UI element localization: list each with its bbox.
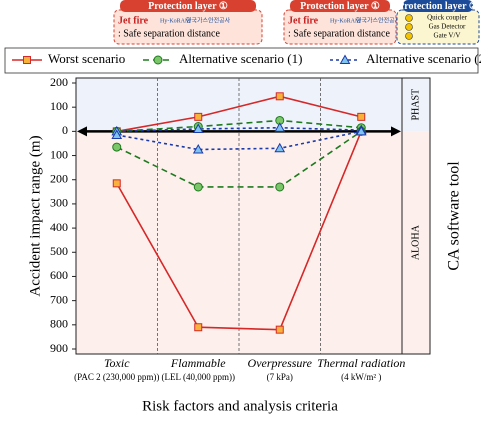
legend-label: Alternative scenario (2) bbox=[366, 51, 481, 66]
callout-text: : Safe separation distance bbox=[288, 28, 390, 39]
callout-org: 한국가스안전공사 bbox=[186, 16, 231, 24]
y-tick-label: 0 bbox=[62, 123, 68, 137]
x-tick-label: Toxic bbox=[104, 356, 130, 370]
callout-hazard: Jet fire bbox=[118, 15, 149, 26]
callout-box bbox=[113, 9, 263, 45]
data-point bbox=[274, 122, 286, 132]
data-point bbox=[275, 92, 284, 101]
legend-marker bbox=[153, 55, 163, 65]
legend-box bbox=[4, 47, 479, 74]
callout-icon bbox=[405, 14, 413, 22]
criteria-label: (4 kW/m² ) bbox=[341, 372, 381, 382]
series-line bbox=[116, 130, 362, 188]
criteria-label: (LEL (40,000 ppm)) bbox=[162, 372, 235, 382]
legend-label: Worst scenario bbox=[48, 51, 125, 66]
callout-logo: Hy-KoRAM bbox=[330, 18, 361, 24]
y-axis-title: Accident impact range (m) bbox=[27, 135, 43, 296]
y-tick-label: 200 bbox=[50, 75, 68, 89]
callout-org: 한국가스안전공사 bbox=[356, 16, 401, 24]
y-tick-label: 500 bbox=[50, 244, 68, 258]
data-point bbox=[357, 112, 366, 121]
callout-hazard: Jet fire bbox=[288, 15, 319, 26]
y-tick-label: 100 bbox=[50, 147, 68, 161]
lower-region bbox=[76, 131, 430, 354]
y-tick-label: 400 bbox=[50, 220, 68, 234]
x-tick-label: Thermal radiation bbox=[317, 356, 405, 370]
callout-title: Protection layer ② bbox=[398, 1, 478, 12]
series-line bbox=[116, 119, 362, 133]
callout-title: Protection layer ① bbox=[300, 1, 380, 12]
criteria-label: (7 kPa) bbox=[267, 372, 293, 382]
callout-banner bbox=[120, 0, 256, 12]
data-point bbox=[192, 143, 204, 154]
data-point bbox=[193, 182, 203, 192]
series-line bbox=[116, 131, 362, 331]
region-label: PHAST bbox=[410, 89, 421, 121]
callout-banner bbox=[403, 0, 473, 12]
data-point bbox=[112, 179, 121, 188]
callout-item: Gate V/V bbox=[434, 32, 461, 40]
legend-marker bbox=[339, 54, 351, 64]
arrow-head bbox=[391, 126, 401, 137]
y-tick-label: 300 bbox=[50, 196, 68, 210]
data-point bbox=[275, 182, 285, 192]
y-tick-label: 100 bbox=[50, 99, 68, 113]
callout-text: : Safe separation distance bbox=[118, 28, 220, 39]
data-point bbox=[275, 325, 284, 334]
data-point bbox=[274, 142, 286, 153]
arrow-head bbox=[77, 126, 87, 137]
callout-item: Gas Detector bbox=[429, 23, 466, 31]
y-tick-label: 600 bbox=[50, 268, 68, 282]
legend-label: Alternative scenario (1) bbox=[179, 51, 302, 66]
legend-marker bbox=[23, 56, 31, 64]
data-point bbox=[111, 129, 123, 139]
x-tick-label: Overpressure bbox=[248, 356, 313, 370]
y-tick-label: 200 bbox=[50, 171, 68, 185]
x-axis-title: Risk factors and analysis criteria bbox=[142, 398, 338, 414]
y-tick-label: 900 bbox=[50, 341, 68, 355]
callout-logo: Hy-KoRAM bbox=[160, 18, 191, 24]
series-line bbox=[116, 95, 362, 133]
region-label: ALOHA bbox=[410, 224, 421, 260]
y-tick-label: 800 bbox=[50, 317, 68, 331]
callout-item: Quick coupler bbox=[427, 14, 468, 22]
callout-icon bbox=[405, 23, 413, 31]
data-point bbox=[192, 123, 204, 133]
data-point bbox=[194, 323, 203, 332]
series-line bbox=[116, 126, 362, 133]
callout-banner bbox=[290, 0, 390, 12]
callout-icon bbox=[405, 32, 413, 40]
upper-region bbox=[76, 78, 430, 132]
x-tick-label: Flammable bbox=[170, 356, 226, 370]
plot-frame bbox=[75, 77, 431, 355]
data-point bbox=[112, 142, 122, 152]
callout-title: Protection layer ① bbox=[148, 1, 228, 12]
data-point bbox=[355, 125, 367, 136]
right-title: CA software tool bbox=[446, 161, 463, 271]
y-tick-label: 700 bbox=[50, 292, 68, 306]
criteria-label: (PAC 2 (230,000 ppm)) bbox=[74, 372, 159, 382]
series-line bbox=[116, 130, 362, 151]
data-point bbox=[194, 112, 203, 121]
